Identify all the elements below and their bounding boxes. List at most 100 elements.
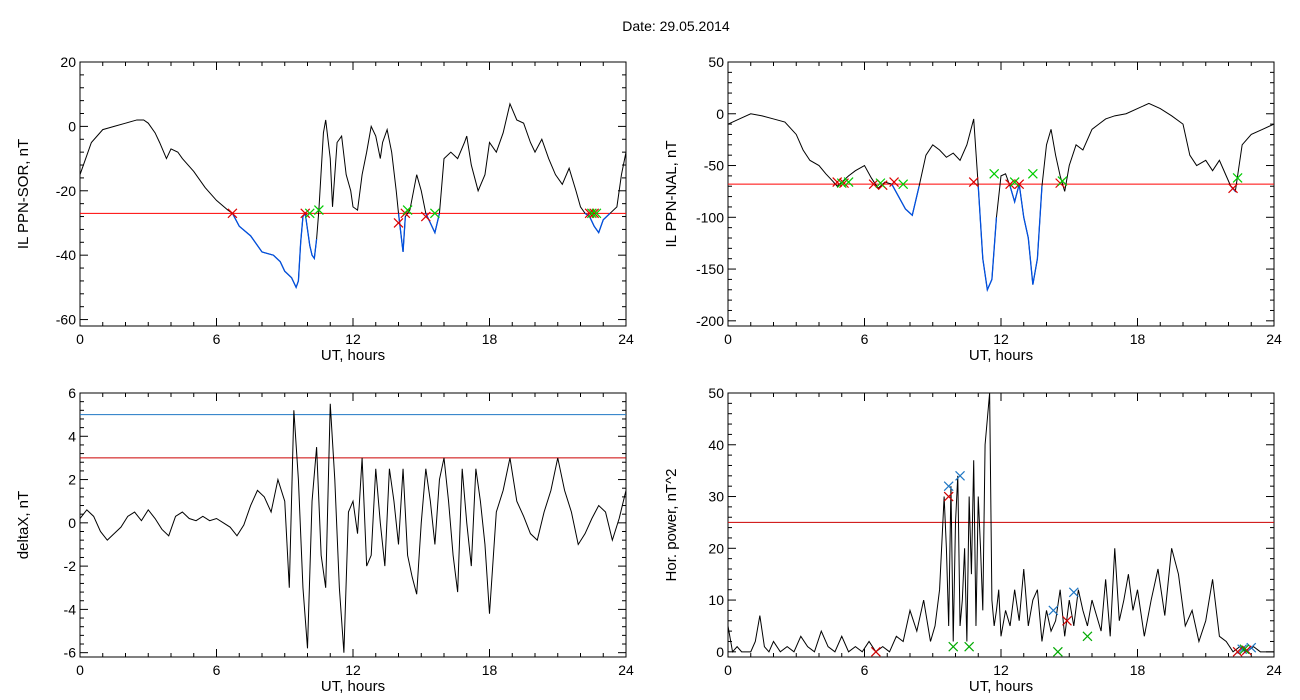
page-title: Date: 29.05.2014	[622, 18, 730, 34]
x-tick-label: 0	[724, 331, 732, 347]
x-tick-label: 12	[345, 331, 361, 347]
peak-marker-green	[1239, 644, 1250, 655]
peak-marker-red	[943, 491, 954, 502]
peak-marker-blue	[955, 470, 965, 481]
series-line	[728, 393, 1274, 653]
y-tick-label: -6	[64, 645, 77, 661]
y-tick-label: -4	[64, 601, 77, 617]
peak-marker-red	[1232, 646, 1243, 657]
x-tick-label: 12	[993, 662, 1009, 678]
start-marker	[300, 208, 311, 219]
peak-marker-green	[1052, 646, 1063, 657]
y-tick-label: 4	[68, 428, 76, 444]
y-tick-label: -60	[56, 312, 76, 328]
y-tick-label: -200	[696, 313, 724, 329]
panel-hor-power: 0 6 12 18 24 0 10 20 30 40 50 UT, hours Hor. power, …	[663, 385, 1282, 695]
end-marker	[843, 177, 854, 188]
y-tick-label: -50	[704, 158, 724, 174]
x-tick-label: 12	[993, 331, 1009, 347]
y-axis-label: IL PPN-SOR, nT	[15, 139, 32, 249]
x-tick-label: 6	[213, 662, 221, 678]
y-tick-label: -2	[64, 558, 77, 574]
plot-area	[80, 403, 626, 653]
y-tick-label: 0	[68, 118, 76, 134]
x-tick-label: 6	[861, 662, 869, 678]
peak-marker-red	[870, 646, 881, 657]
start-marker	[393, 218, 404, 228]
end-marker	[586, 208, 597, 219]
y-tick-label: 30	[708, 489, 724, 505]
y-tick-label: 40	[708, 437, 724, 453]
start-marker	[420, 211, 431, 222]
y-tick-label: 10	[708, 592, 724, 608]
y-tick-label: 50	[708, 385, 724, 401]
x-tick-label: 6	[861, 331, 869, 347]
x-tick-label: 18	[482, 662, 498, 678]
y-tick-label: 6	[68, 385, 76, 401]
end-marker	[429, 208, 440, 219]
plot-frame	[79, 392, 627, 658]
plot-frame	[727, 392, 1275, 658]
peak-marker-green	[964, 641, 975, 652]
y-tick-label: 20	[708, 540, 724, 556]
y-tick-label: -40	[56, 247, 76, 263]
peak-marker-blue	[943, 481, 954, 492]
y-axis-label: deltaX, nT	[15, 491, 32, 559]
x-tick-label: 0	[76, 331, 84, 347]
y-axis-label: Hor. power, nT^2	[663, 469, 680, 582]
below-threshold-segment	[1009, 184, 1043, 285]
series-line	[80, 102, 626, 289]
plot-area	[728, 102, 1274, 293]
y-tick-label: 50	[708, 54, 724, 70]
x-axis-label: UT, hours	[321, 678, 385, 695]
peak-marker-blue	[1048, 605, 1059, 616]
end-marker	[304, 208, 315, 219]
x-axis-label: UT, hours	[969, 678, 1033, 695]
start-marker	[968, 177, 979, 188]
start-marker	[1228, 183, 1238, 194]
series-line	[728, 102, 1274, 292]
peak-marker-blue	[1068, 587, 1079, 598]
y-axis-label: IL PPN-NAL, nT	[663, 141, 680, 248]
plot-area	[80, 102, 626, 290]
y-tick-label: -100	[696, 209, 724, 225]
end-marker	[898, 179, 909, 190]
start-marker	[889, 177, 899, 188]
x-tick-label: 12	[345, 662, 361, 678]
x-tick-label: 24	[1266, 662, 1282, 678]
end-marker	[1009, 177, 1020, 188]
plot-area	[728, 393, 1274, 657]
x-tick-label: 18	[1130, 662, 1146, 678]
end-marker	[313, 205, 324, 216]
panel-ppn-sor: 0 6 12 18 24 -60 -40 -20 0 20 UT, hours IL PPN-SOR,…	[15, 54, 634, 364]
end-marker	[989, 168, 1000, 179]
start-marker	[227, 208, 238, 219]
end-marker	[1232, 173, 1243, 183]
y-tick-label: 20	[60, 54, 76, 70]
x-tick-label: 18	[482, 331, 498, 347]
x-tick-label: 6	[213, 331, 221, 347]
y-tick-label: 0	[68, 515, 76, 531]
end-marker	[1027, 168, 1038, 179]
series-line	[80, 403, 626, 653]
y-tick-label: 0	[716, 644, 724, 660]
plot-frame	[727, 61, 1275, 327]
x-tick-label: 18	[1130, 331, 1146, 347]
y-tick-label: -20	[56, 183, 76, 199]
end-marker	[875, 178, 886, 189]
x-tick-label: 0	[724, 662, 732, 678]
end-marker	[1057, 176, 1068, 186]
y-tick-label: 2	[68, 472, 76, 488]
peak-marker-green	[1082, 631, 1093, 642]
x-tick-label: 24	[618, 662, 634, 678]
below-threshold-segment	[891, 183, 920, 217]
plot-frame	[79, 61, 627, 327]
x-tick-label: 24	[1266, 331, 1282, 347]
panel-ppn-nal: 0 6 12 18 24 -200 -150 -100 -50 0 50 UT, hours IL PP…	[663, 54, 1282, 364]
y-tick-label: -150	[696, 261, 724, 277]
peak-marker-red	[1241, 645, 1252, 656]
start-marker	[589, 208, 600, 219]
end-marker	[591, 208, 602, 219]
